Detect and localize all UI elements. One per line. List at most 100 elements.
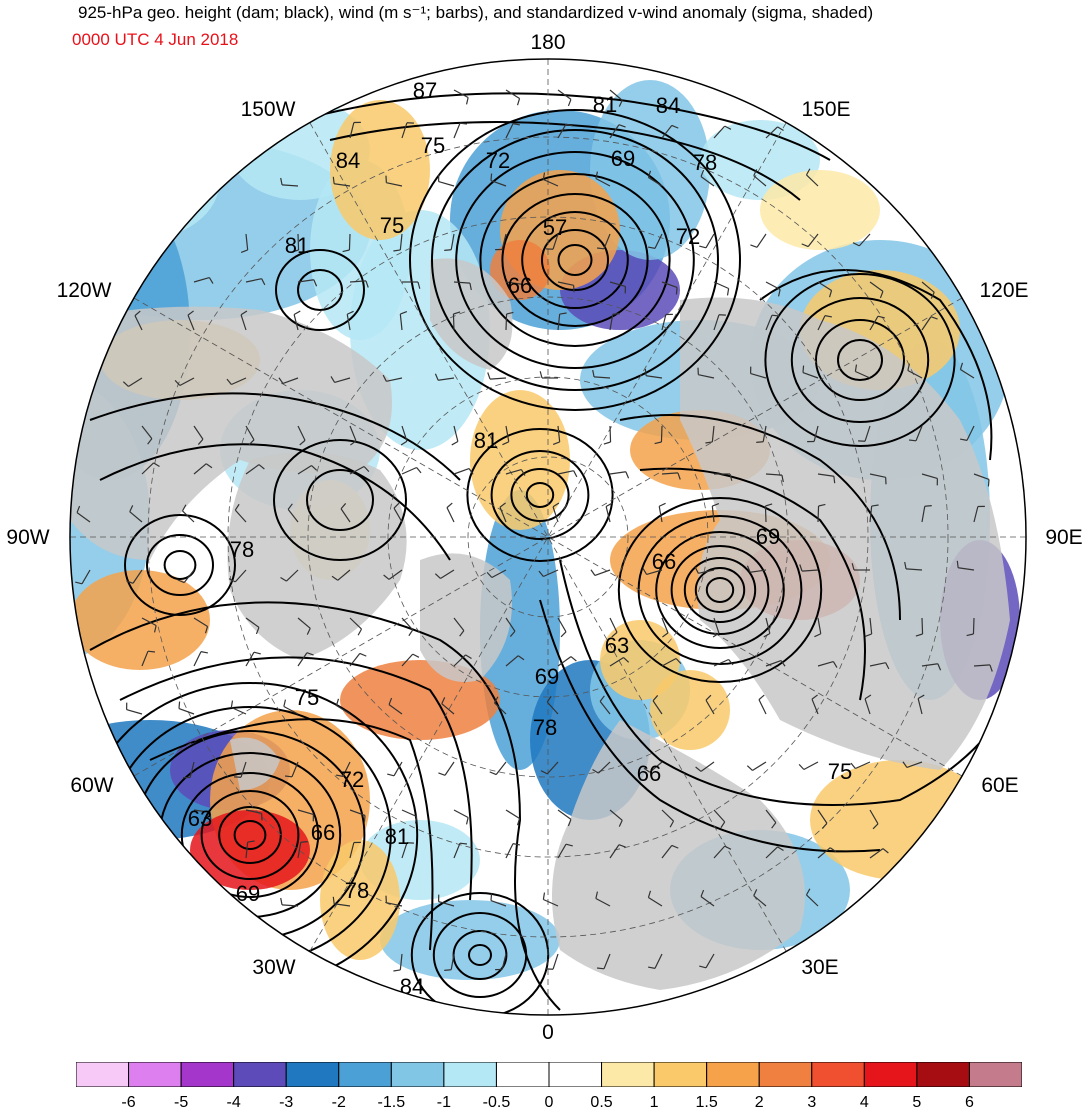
lon-label-90w: 90W — [6, 526, 50, 549]
wind-barb — [297, 652, 314, 667]
contour-label: 78 — [693, 150, 717, 175]
wind-barb — [802, 365, 819, 379]
wind-barb — [661, 809, 675, 828]
land-4 — [552, 720, 805, 990]
contour-0-5 — [455, 151, 695, 369]
wind-barb — [850, 761, 871, 770]
contour-label: 84 — [336, 148, 360, 173]
wind-barb — [349, 280, 369, 288]
wind-barb — [817, 315, 832, 331]
wind-barb — [973, 473, 990, 487]
contour-label: 81 — [474, 428, 498, 453]
wind-barb — [817, 809, 828, 829]
wind-barb — [609, 313, 620, 331]
parallel-0 — [467, 456, 629, 618]
wind-barb — [661, 617, 669, 638]
contour-0-1 — [541, 229, 609, 291]
parallel-2 — [307, 296, 789, 778]
wind-barb — [746, 565, 767, 573]
wind-barb — [605, 502, 613, 523]
wind-barb — [811, 694, 819, 715]
wind-barb — [438, 894, 455, 907]
wind-barb — [126, 569, 143, 584]
wind-barb — [505, 843, 520, 859]
wind-barb — [193, 463, 213, 475]
wind-barb — [451, 425, 459, 446]
shade-blue-20 — [380, 900, 560, 980]
contour-1-6 — [617, 497, 823, 683]
wind-barb — [750, 366, 767, 379]
wind-barb — [609, 281, 626, 294]
contour-label: 78 — [345, 878, 369, 903]
parallel-1 — [387, 376, 709, 698]
wind-barb — [434, 569, 455, 579]
shade-blue-22 — [70, 120, 220, 240]
wind-barb — [557, 843, 573, 859]
colorbar-swatch — [653, 1062, 708, 1087]
wind-barb — [489, 761, 507, 776]
wind-barb — [129, 505, 143, 523]
contour-label: 66 — [508, 273, 532, 298]
wind-barb — [714, 473, 733, 481]
lon-label-150e: 150E — [801, 98, 851, 121]
wind-barb — [595, 891, 611, 907]
wind-barb — [869, 504, 879, 523]
wind-barb — [557, 656, 577, 667]
wind-barb — [486, 569, 507, 579]
wind-barb — [332, 896, 351, 907]
wind-barb — [713, 314, 726, 331]
wind-barb — [193, 617, 209, 634]
wind-barb — [297, 425, 306, 446]
wind-barb — [973, 505, 985, 523]
colorbar-tick-label: -5 — [173, 1094, 189, 1111]
wind-barb — [538, 569, 559, 578]
colorbar-tick-label: -1.5 — [377, 1094, 406, 1111]
wind-barb — [453, 842, 468, 859]
wind-barb — [647, 890, 663, 907]
wind-barb — [758, 694, 767, 715]
wind-barb — [817, 473, 836, 484]
contour-label: 72 — [340, 767, 364, 792]
colorbar-swatch — [285, 1062, 340, 1087]
wind-barb — [801, 233, 819, 248]
wind-barb — [807, 425, 819, 443]
colorbar-tick-label: 5 — [912, 1094, 922, 1111]
wind-barb — [869, 281, 884, 299]
wind-barb — [764, 503, 773, 523]
wind-barb — [505, 617, 516, 637]
wind-barb — [546, 953, 559, 970]
wind-barb — [695, 761, 715, 772]
chart-title: 925-hPa geo. height (dam; black), wind (… — [78, 3, 874, 22]
wind-barb — [446, 502, 455, 523]
wind-barb — [753, 889, 767, 907]
wind-barb — [609, 657, 630, 667]
wind-barb — [960, 425, 975, 441]
map-boundary — [69, 58, 1027, 1016]
wind-barb — [746, 761, 767, 771]
colorbar-tick-label: -3 — [279, 1094, 294, 1111]
colorbar-tick-label: -2 — [331, 1094, 346, 1111]
wind-barb — [753, 169, 767, 187]
contour-label: 69 — [535, 664, 559, 689]
contour-line-3 — [559, 559, 1011, 806]
wind-barb — [817, 847, 837, 859]
wind-barb — [287, 503, 299, 523]
wind-barb — [799, 564, 819, 572]
wind-barb — [505, 311, 514, 331]
wind-barb — [699, 233, 715, 249]
wind-barb — [401, 617, 414, 637]
wind-barb — [349, 652, 367, 667]
contour-label: 63 — [605, 633, 629, 658]
wind-barb — [505, 89, 521, 106]
contour-label: 75 — [828, 759, 852, 784]
wind-barb — [141, 425, 153, 445]
land-0 — [70, 306, 392, 560]
wind-barb — [652, 695, 663, 715]
wind-barb — [713, 281, 730, 296]
wind-barb — [917, 694, 925, 715]
wind-barb — [700, 169, 715, 187]
shade-warm-14 — [760, 170, 880, 250]
wind-barb — [546, 233, 559, 250]
wind-barb — [858, 425, 871, 442]
land-mask — [70, 258, 1010, 990]
